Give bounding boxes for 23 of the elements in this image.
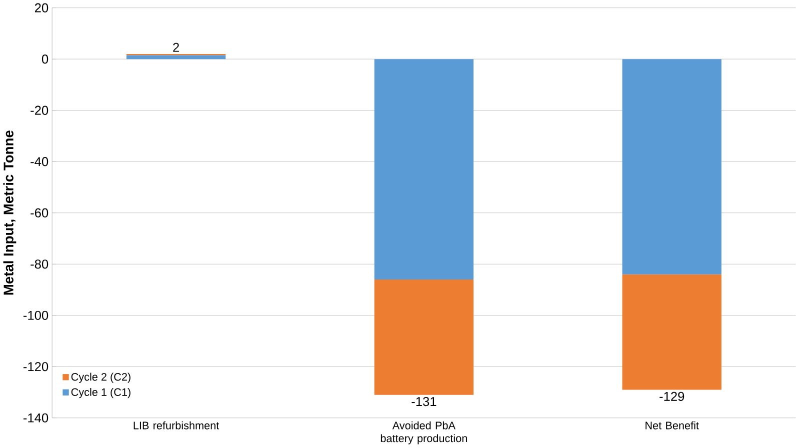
y-tick-label: -20 (30, 106, 48, 116)
y-tick-label: -40 (30, 157, 48, 166)
legend-label: Cycle 1 (C1) (71, 388, 130, 398)
y-axis-title: Metal Input, Metric Tonne (3, 130, 16, 295)
y-tick-label: -140 (24, 414, 48, 423)
x-tick-label: LIB refurbishment (134, 422, 220, 430)
x-tick-label: Net Benefit (646, 422, 699, 430)
total-label: -131 (412, 397, 436, 406)
y-tick-label: -80 (30, 260, 48, 269)
bar (374, 280, 474, 396)
total-label: 2 (173, 43, 179, 52)
total-label: -129 (660, 392, 684, 402)
x-tick-label: Avoided PbA battery production (380, 422, 467, 444)
bar (374, 59, 474, 280)
bar (622, 59, 722, 275)
legend-label: Cycle 2 (C2) (71, 372, 130, 384)
y-tick-label: -120 (24, 362, 48, 372)
bar (622, 274, 722, 390)
y-tick-label: -60 (30, 208, 48, 218)
y-tick-label: 0 (42, 54, 48, 64)
y-tick-label: -100 (24, 311, 48, 320)
y-tick-label: 20 (34, 3, 48, 13)
bar (126, 55, 226, 60)
